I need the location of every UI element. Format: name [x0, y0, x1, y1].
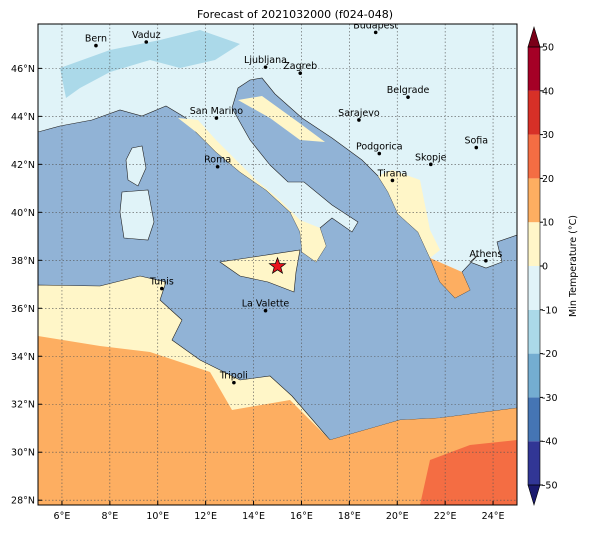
colorbar-tick-label: -50 — [542, 481, 558, 492]
sardinia — [119, 189, 155, 241]
map-title: Forecast of 2021032000 (f024-048) — [197, 8, 393, 21]
city-dot — [215, 164, 220, 169]
y-tick-label: 46°N — [11, 64, 35, 75]
colorbar-tick-label: 0 — [542, 262, 548, 273]
colorbar-segment — [528, 222, 540, 266]
map-frame — [37, 23, 518, 506]
colorbar-segment — [528, 309, 540, 354]
colorbar-segment — [528, 47, 540, 91]
city-dot — [94, 43, 98, 48]
axis-ticks: 6°E 8°E 10°E 12°E 14°E 16°E 18°E 20°E 22°E 24°E 28… — [11, 64, 504, 522]
city-label: La Valette — [242, 299, 290, 310]
colorbar-segment — [528, 441, 540, 485]
corsica — [125, 145, 147, 187]
city-dot — [232, 380, 236, 385]
city-dot — [377, 151, 382, 156]
city-dot — [428, 162, 433, 167]
colorbar-segment — [528, 353, 540, 398]
city-label: Tirana — [377, 168, 408, 179]
y-tick-label: 44°N — [11, 112, 35, 123]
city-label: Bern — [85, 34, 107, 45]
hottest-africa — [420, 440, 517, 505]
colorbar-tick-label: -40 — [542, 437, 558, 448]
colorbar-label: Min Temperature (°C) — [568, 215, 579, 317]
city-label: Tripoli — [219, 371, 248, 382]
city-label: Budapest — [353, 20, 398, 31]
y-tick-label: 40°N — [11, 208, 35, 219]
y-tick-label: 32°N — [11, 400, 35, 411]
y-tick-label: 42°N — [11, 160, 35, 171]
city-label: Skopje — [415, 152, 447, 163]
cold-alps — [60, 30, 240, 98]
city-label: Belgrade — [387, 85, 430, 96]
city-dot — [357, 118, 361, 122]
city-dot — [406, 95, 410, 99]
city-dot — [390, 178, 395, 183]
x-tick-label: 8°E — [101, 511, 118, 522]
city-label: Roma — [204, 155, 231, 166]
colorbar-tick-label: 40 — [542, 86, 554, 97]
y-tick-label: 38°N — [11, 256, 35, 267]
y-tick-label: 36°N — [11, 304, 35, 315]
city-label: Vaduz — [132, 30, 161, 41]
city-label: Sarajevo — [338, 108, 380, 119]
y-tick-label: 28°N — [11, 496, 35, 507]
star-marker — [268, 256, 287, 275]
warm-adriatic — [238, 96, 325, 142]
city-dot — [214, 116, 219, 120]
city-dot — [263, 308, 268, 313]
warm-italy-coast — [178, 118, 326, 262]
colorbar-over — [527, 25, 541, 48]
x-tick-label: 14°E — [242, 511, 265, 522]
colorbar-segment — [528, 134, 540, 179]
city-label: Tunis — [149, 277, 174, 288]
colorbar-tick-label: -20 — [542, 349, 558, 360]
colorbar-tick-label: 50 — [542, 43, 554, 54]
city-dot — [263, 65, 268, 69]
x-tick-label: 22°E — [434, 511, 457, 522]
city-label: Ljubljana — [244, 55, 287, 66]
x-tick-label: 16°E — [290, 511, 313, 522]
colorbar-segment — [528, 397, 540, 442]
city-dot — [160, 286, 164, 291]
city-label: Athens — [469, 249, 502, 260]
city-dot — [484, 258, 488, 263]
colorbar-segment — [528, 178, 540, 223]
colorbar-segment — [528, 90, 540, 135]
y-tick-label: 34°N — [11, 352, 35, 363]
warm-balkan — [378, 170, 440, 258]
city-dot — [298, 71, 303, 75]
city-label: San Marino — [190, 106, 243, 117]
x-tick-label: 18°E — [338, 511, 361, 522]
colorbar-tick-label: -30 — [542, 393, 558, 404]
x-tick-label: 10°E — [146, 511, 169, 522]
y-tick-label: 30°N — [11, 448, 35, 459]
city-label: Podgorica — [356, 142, 403, 153]
city-dot — [373, 30, 378, 35]
city-label: Sofia — [464, 136, 488, 147]
colorbar-segment — [528, 266, 540, 310]
x-tick-label: 12°E — [194, 511, 217, 522]
x-tick-label: 6°E — [54, 511, 71, 522]
warm-greece — [430, 258, 470, 298]
colorbar: -50 -40 -30 -20 -10 0 10 20 30 40 50 — [527, 25, 558, 507]
colorbar-tick-label: 30 — [542, 130, 554, 141]
colorbar-tick-label: -10 — [542, 305, 558, 316]
colorbar-under — [527, 484, 541, 507]
colorbar-tick-label: 10 — [542, 218, 554, 229]
x-tick-label: 24°E — [482, 511, 505, 522]
colorbar-tick-label: 20 — [542, 174, 554, 185]
city-dot — [474, 145, 479, 150]
city-label: Zagreb — [283, 61, 317, 72]
x-tick-label: 20°E — [386, 511, 409, 522]
city-dot — [144, 40, 149, 44]
